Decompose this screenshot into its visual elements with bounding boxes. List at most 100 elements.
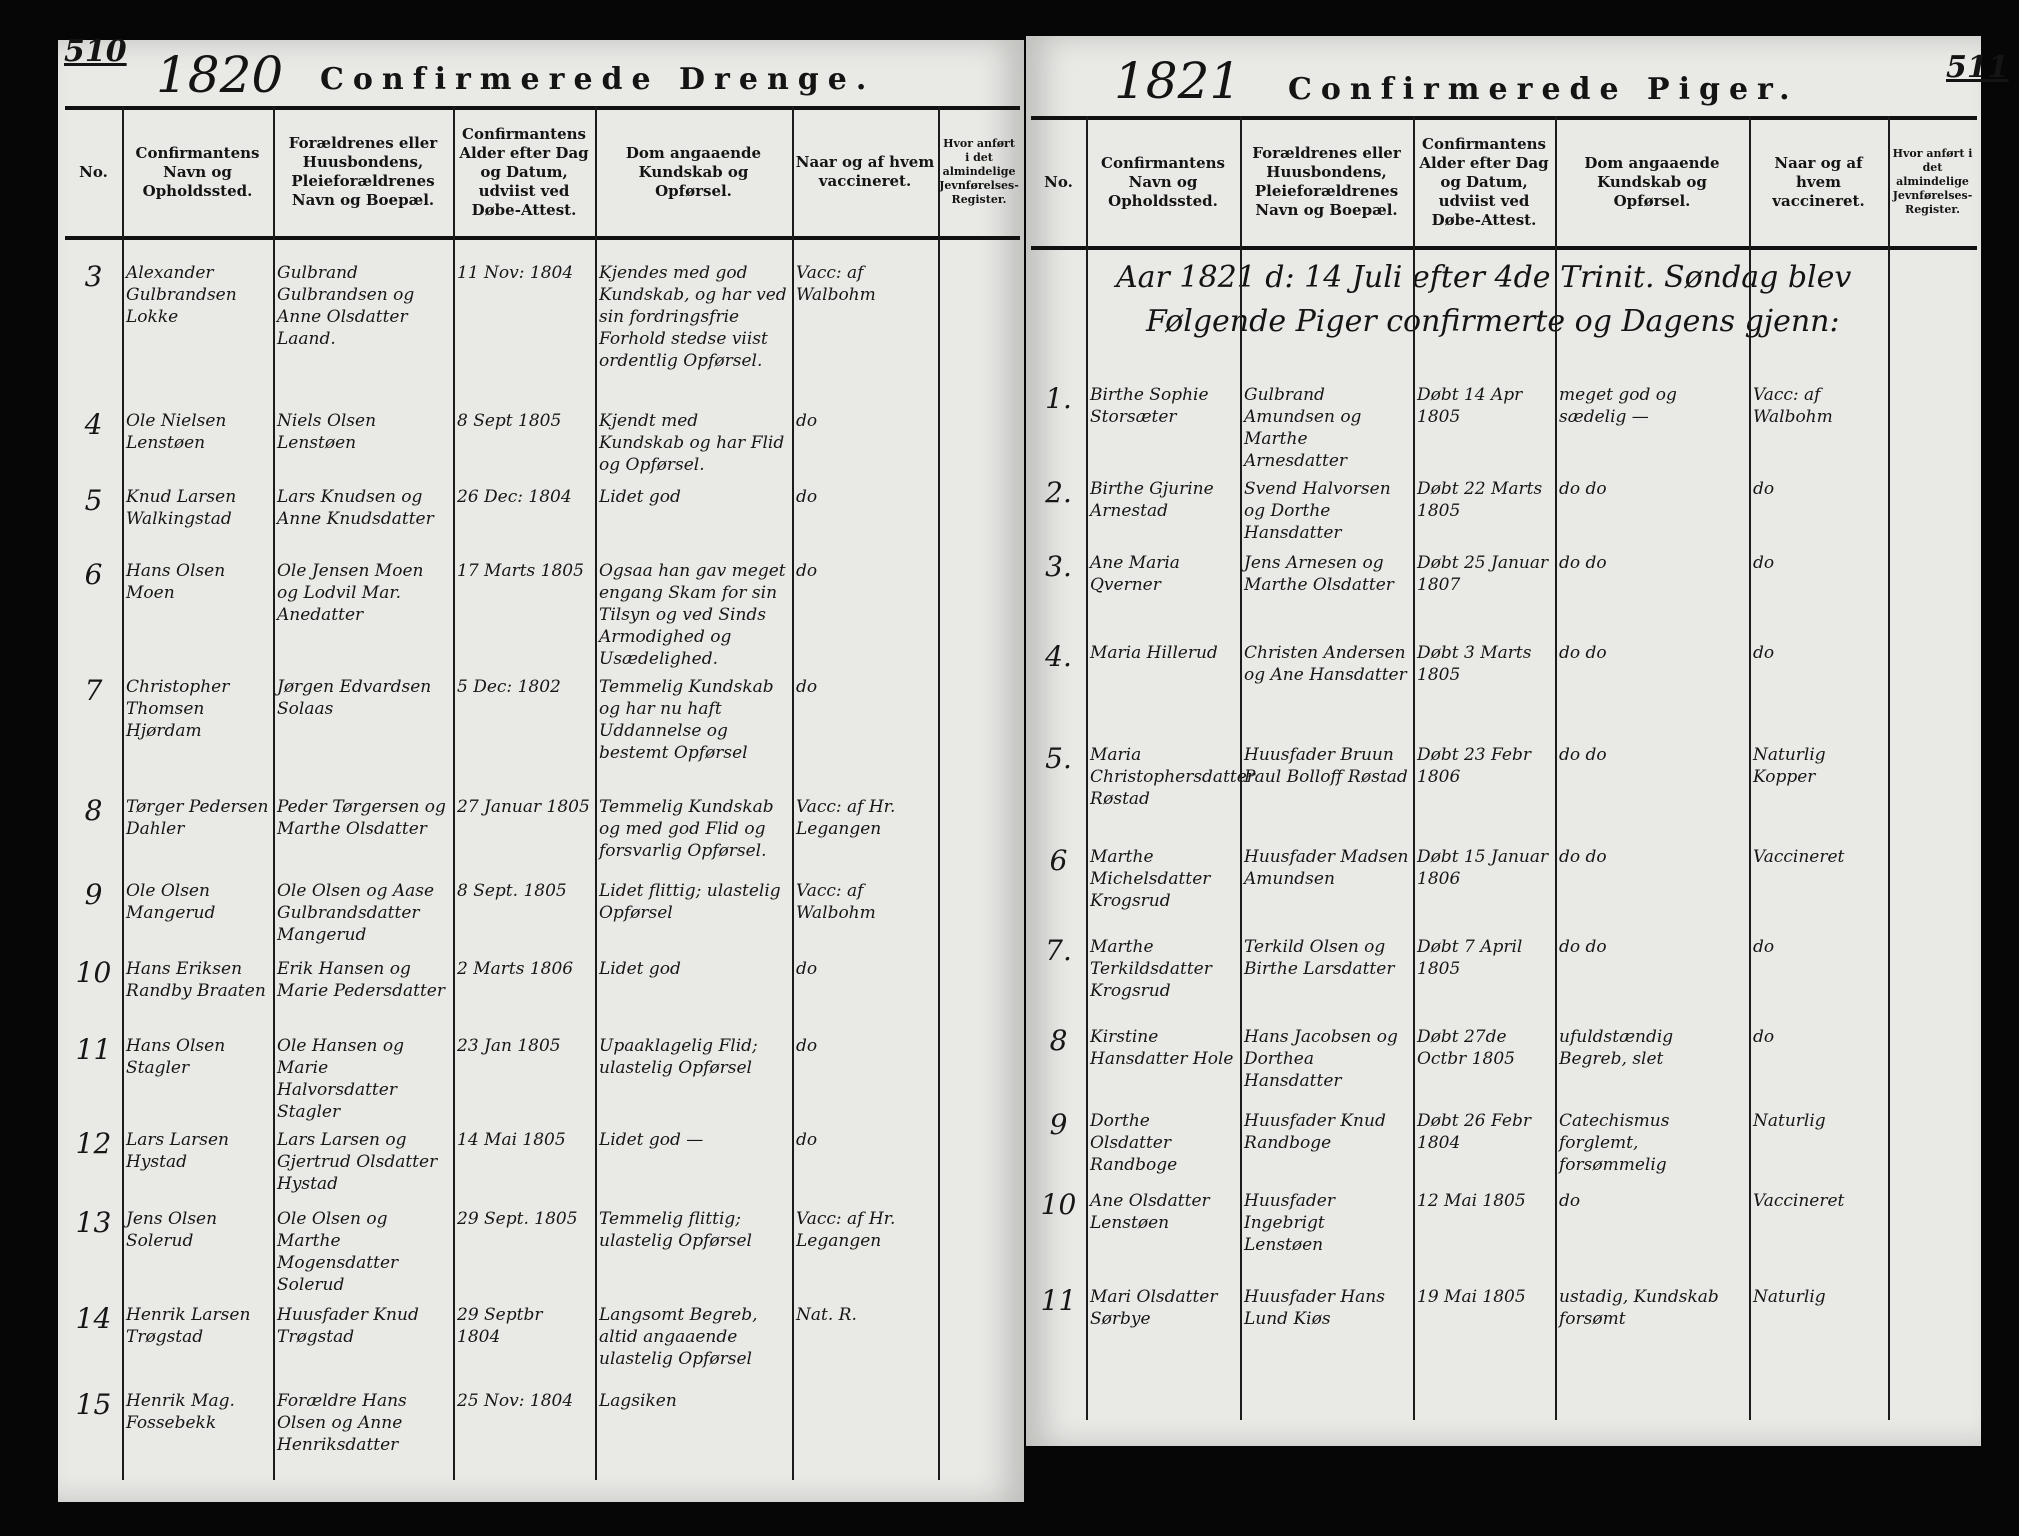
cell-vaccinated: do <box>796 487 818 507</box>
cell-judgment: Kjendes med god Kundskab, og har ved sin… <box>599 263 787 371</box>
cell-judgment: Ogsaa han gav meget engang Skam for sin … <box>599 561 786 669</box>
header-bottom-rule <box>65 236 1020 240</box>
cell-no: 9 <box>1049 1108 1068 1141</box>
cell-judgment: Lidet god — <box>599 1130 704 1150</box>
cell-no: 5 <box>84 484 103 517</box>
cell-name: Dorthe Olsdatter Randboge <box>1090 1111 1178 1175</box>
cell-vaccinated: Nat. R. <box>796 1305 857 1325</box>
cell-name: Birthe Sophie Storsæter <box>1090 385 1209 427</box>
column-header: Confirmantens Alder efter Dag og Datum, … <box>459 124 589 219</box>
column-divider <box>1086 116 1088 1420</box>
cell-parents: Ole Olsen og Marthe Mogensdatter Solerud <box>277 1209 399 1295</box>
intro-line: Aar 1821 d: 14 Juli efter 4de Trinit. Sø… <box>1116 260 1852 295</box>
cell-age: 5 Dec: 1802 <box>457 677 561 697</box>
cell-age: Døbt 27de Octbr 1805 <box>1417 1027 1515 1069</box>
column-header: Forældrenes eller Huusbondens, Pleieforæ… <box>1252 144 1401 219</box>
cell-judgment: do <box>1559 1191 1581 1211</box>
column-header: Hvor anført i det almindelige Jevnførels… <box>939 137 1019 206</box>
cell-age: 23 Jan 1805 <box>457 1036 561 1056</box>
cell-judgment: do do <box>1559 553 1607 573</box>
intro-line: Følgende Piger confirmerte og Dagens gje… <box>1146 304 1840 339</box>
header-top-rule <box>65 106 1020 110</box>
cell-parents: Gulbrand Amundsen og Marthe Arnesdatter <box>1244 385 1362 471</box>
cell-name: Ole Nielsen Lenstøen <box>126 411 227 453</box>
cell-no: 3 <box>84 260 103 293</box>
cell-judgment: meget god og sædelig — <box>1559 385 1677 427</box>
cell-vaccinated: Vaccineret <box>1753 1191 1845 1211</box>
cell-age: 29 Septbr 1804 <box>457 1305 543 1347</box>
cell-parents: Lars Knudsen og Anne Knudsdatter <box>277 487 434 529</box>
cell-no: 13 <box>75 1206 112 1239</box>
cell-name: Alexander Gulbrandsen Lokke <box>126 263 237 327</box>
cell-age: 8 Sept 1805 <box>457 411 562 431</box>
column-divider <box>1413 116 1415 1420</box>
cell-vaccinated: Naturlig <box>1753 1287 1826 1307</box>
cell-vaccinated: do <box>1753 479 1775 499</box>
cell-age: Døbt 7 April 1805 <box>1417 937 1523 979</box>
column-divider <box>453 106 455 1480</box>
cell-age: 2 Marts 1806 <box>457 959 574 979</box>
cell-age: Døbt 26 Febr 1804 <box>1417 1111 1531 1153</box>
cell-name: Lars Larsen Hystad <box>126 1130 229 1172</box>
cell-no: 10 <box>1040 1188 1077 1221</box>
cell-vaccinated: do <box>1753 553 1775 573</box>
year: 1821 <box>1114 52 1242 110</box>
cell-no: 11 <box>75 1033 112 1066</box>
column-divider <box>792 106 794 1480</box>
cell-vaccinated: do <box>796 561 818 581</box>
cell-vaccinated: Vacc: af Walbohm <box>796 881 876 923</box>
cell-parents: Svend Halvorsen og Dorthe Hansdatter <box>1244 479 1391 543</box>
cell-judgment: Lagsiken <box>599 1391 677 1411</box>
cell-name: Henrik Mag. Fossebekk <box>126 1391 235 1433</box>
column-header: Forældrenes eller Huusbondens, Pleieforæ… <box>288 134 438 209</box>
cell-name: Marthe Terkildsdatter Krogsrud <box>1090 937 1212 1001</box>
cell-judgment: ufuldstændig Begreb, slet <box>1559 1027 1674 1069</box>
column-divider <box>1749 116 1751 1420</box>
column-header: No. <box>79 162 108 181</box>
cell-name: Birthe Gjurine Arnestad <box>1090 479 1214 521</box>
cell-name: Knud Larsen Walkingstad <box>126 487 237 529</box>
cell-vaccinated: Vacc: af Hr. Legangen <box>796 1209 896 1251</box>
cell-age: 17 Marts 1805 <box>457 561 584 581</box>
column-header: Naar og af hvem vaccineret. <box>795 153 935 190</box>
cell-judgment: Lidet god <box>599 959 681 979</box>
cell-name: Kirstine Hansdatter Hole <box>1090 1027 1234 1069</box>
cell-no: 4. <box>1045 640 1072 673</box>
cell-parents: Christen Andersen og Ane Hansdatter <box>1244 643 1407 685</box>
cell-name: Maria Hillerud <box>1090 643 1218 663</box>
cell-age: Døbt 15 Januar 1806 <box>1417 847 1549 889</box>
cell-no: 1. <box>1045 382 1072 415</box>
cell-judgment: do do <box>1559 479 1607 499</box>
cell-no: 8 <box>1049 1024 1068 1057</box>
cell-parents: Terkild Olsen og Birthe Larsdatter <box>1244 937 1395 979</box>
cell-age: 12 Mai 1805 <box>1417 1191 1526 1211</box>
column-header: No. <box>1044 172 1073 191</box>
column-divider <box>1888 116 1890 1420</box>
cell-no: 2. <box>1045 476 1072 509</box>
cell-judgment: Lidet god <box>599 487 681 507</box>
cell-vaccinated: do <box>1753 937 1775 957</box>
cell-no: 6 <box>84 558 103 591</box>
cell-vaccinated: Naturlig Kopper <box>1753 745 1826 787</box>
cell-parents: Jens Arnesen og Marthe Olsdatter <box>1244 553 1394 595</box>
cell-vaccinated: do <box>796 677 818 697</box>
cell-vaccinated: Vacc: af Walbohm <box>796 263 876 305</box>
cell-judgment: Temmelig Kundskab og har nu haft Uddanne… <box>599 677 774 763</box>
cell-parents: Huusfader Ingebrigt Lenstøen <box>1244 1191 1335 1255</box>
cell-age: 29 Sept. 1805 <box>457 1209 578 1229</box>
cell-name: Ane Olsdatter Lenstøen <box>1090 1191 1210 1233</box>
column-header: Naar og af hvem vaccineret. <box>1772 153 1865 210</box>
cell-no: 9 <box>84 878 103 911</box>
cell-judgment: do do <box>1559 847 1607 867</box>
cell-parents: Ole Olsen og Aase Gulbrandsdatter Manger… <box>277 881 435 945</box>
cell-name: Hans Olsen Moen <box>126 561 226 603</box>
cell-parents: Erik Hansen og Marie Pedersdatter <box>277 959 445 1001</box>
page-number: 510 <box>64 34 127 69</box>
cell-age: Døbt 14 Apr 1805 <box>1417 385 1523 427</box>
cell-vaccinated: Vaccineret <box>1753 847 1845 867</box>
cell-judgment: Langsomt Begreb, altid angaaende ulastel… <box>599 1305 758 1369</box>
page-title: Confirmerede Drenge. <box>320 62 876 97</box>
header-top-rule <box>1031 116 1977 120</box>
cell-parents: Huusfader Knud Trøgstad <box>277 1305 419 1347</box>
cell-no: 15 <box>75 1388 112 1421</box>
